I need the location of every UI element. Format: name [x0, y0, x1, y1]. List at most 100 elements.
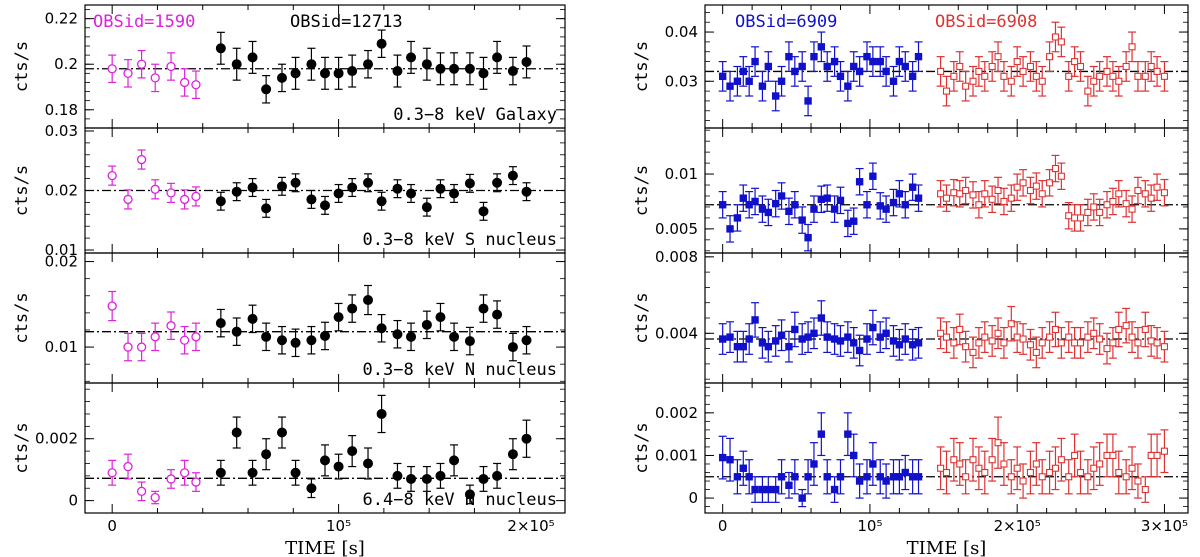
data-point: [1007, 320, 1015, 328]
panel-annotation: 0.3−8 keV S nucleus: [363, 230, 557, 250]
data-point: [136, 59, 147, 69]
data-point: [836, 72, 845, 81]
data-point: [882, 205, 890, 213]
data-point: [333, 312, 344, 323]
data-point: [830, 205, 839, 213]
data-point: [726, 82, 734, 90]
data-point: [261, 449, 272, 460]
data-point: [1007, 473, 1015, 481]
data-point: [492, 470, 503, 481]
data-point: [908, 72, 917, 81]
x-tick-label: 0: [107, 517, 117, 535]
data-point: [406, 473, 417, 484]
data-point: [1153, 451, 1161, 460]
data-point: [1141, 72, 1149, 80]
data-point: [306, 483, 317, 494]
data-point: [850, 217, 858, 225]
data-point: [889, 77, 898, 85]
data-point: [136, 486, 147, 496]
series-obsid-12713: [215, 394, 532, 505]
y-tick-label: 0.02: [45, 182, 78, 200]
data-point: [950, 189, 958, 197]
panel-annotation: 6.4−8 keV N nucleus: [363, 490, 557, 510]
data-point: [1141, 486, 1149, 494]
panel-frame: [84, 382, 566, 514]
data-point: [261, 84, 272, 95]
data-point: [914, 339, 923, 347]
data-point: [507, 66, 518, 77]
data-point: [994, 329, 1002, 337]
data-point: [492, 177, 503, 188]
data-point: [261, 331, 272, 342]
data-point: [333, 68, 344, 79]
data-point: [1057, 456, 1065, 464]
data-point: [320, 200, 330, 211]
data-point: [1147, 62, 1155, 71]
data-point: [1160, 189, 1168, 197]
data-point: [1103, 451, 1111, 460]
data-point: [1134, 477, 1142, 485]
data-point: [1103, 67, 1111, 75]
data-point: [166, 188, 176, 198]
y-axis-label: cts/s: [632, 165, 652, 216]
data-point: [478, 303, 489, 314]
data-point: [844, 82, 852, 90]
data-point: [363, 295, 374, 306]
data-point: [1090, 203, 1098, 211]
data-point: [464, 336, 475, 347]
y-tick-label: 0.002: [655, 404, 698, 422]
panel-frame: [704, 252, 1189, 384]
data-point: [962, 343, 970, 351]
data-point: [745, 335, 753, 343]
series-obsid-6908: [936, 305, 1169, 369]
data-point: [1109, 197, 1117, 206]
data-point: [975, 67, 983, 75]
data-point: [895, 341, 904, 349]
data-point: [942, 468, 951, 477]
data-point: [376, 408, 387, 419]
data-point: [1160, 72, 1168, 80]
data-point: [901, 62, 909, 71]
data-point: [421, 59, 432, 70]
data-point: [435, 63, 446, 74]
data-point: [1000, 339, 1008, 347]
data-point: [1013, 333, 1021, 341]
data-point: [882, 329, 890, 337]
y-axis-label: cts/s: [632, 422, 652, 473]
y-tick-label: 0.03: [45, 122, 78, 140]
y-tick-label: 0.01: [665, 165, 698, 183]
data-point: [718, 201, 727, 209]
panel-annotation: 0.3−8 keV N nucleus: [363, 360, 557, 380]
data-point: [1071, 214, 1079, 222]
data-point: [969, 191, 977, 199]
data-point: [969, 348, 977, 356]
data-point: [1096, 460, 1104, 468]
data-point: [950, 456, 958, 464]
series-obsid-1590: [107, 290, 201, 362]
data-point: [739, 194, 747, 202]
data-point: [347, 182, 358, 193]
data-point: [718, 72, 727, 81]
data-point: [1013, 58, 1021, 66]
data-point: [376, 38, 387, 49]
data-point: [261, 203, 272, 214]
data-point: [191, 332, 201, 342]
x-tick-label: 2×10⁵: [994, 517, 1041, 535]
data-point: [276, 72, 287, 83]
series-obsid-6908: [936, 416, 1169, 503]
data-point: [1084, 87, 1092, 95]
data-point: [937, 329, 945, 337]
data-point: [718, 335, 727, 343]
panel-right-3: 0.004 0.008 cts/s: [632, 248, 1189, 384]
data-point: [478, 473, 489, 484]
data-point: [758, 339, 767, 347]
data-point: [290, 337, 301, 348]
data-point: [1013, 464, 1021, 472]
data-point: [136, 342, 147, 352]
data-point: [975, 464, 983, 472]
data-point: [869, 172, 877, 180]
data-point: [464, 489, 475, 500]
data-point: [975, 339, 983, 347]
data-point: [421, 319, 432, 330]
